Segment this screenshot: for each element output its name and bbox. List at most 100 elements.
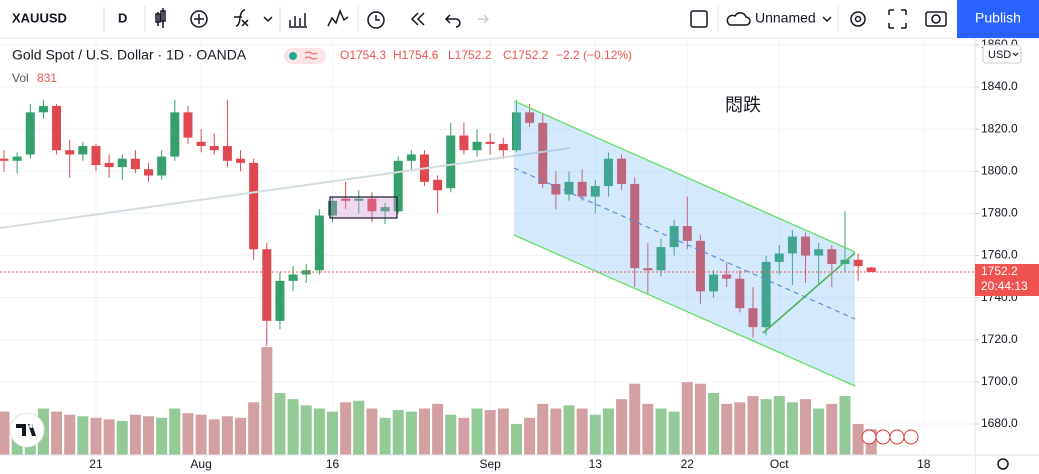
volume-bar [77, 416, 89, 455]
events[interactable] [861, 429, 919, 445]
currency[interactable]: USD [988, 49, 1011, 61]
replay-icon[interactable] [410, 12, 425, 26]
volume-bar [616, 399, 628, 455]
last-price: 1752.2 [981, 264, 1018, 278]
chart-type-icon[interactable] [155, 8, 166, 28]
event-flag[interactable] [903, 429, 919, 445]
annotation[interactable]: 悶跌 [725, 95, 761, 115]
y-tick-label: 1760.0 [981, 248, 1018, 262]
y-tick-label: 1680.0 [981, 416, 1018, 430]
candle-body [91, 146, 101, 165]
candle-body [78, 146, 88, 155]
volume-bar [221, 416, 233, 455]
volume-bar [839, 396, 851, 455]
fullscreen-icon[interactable] [888, 9, 907, 29]
channel-fill[interactable] [514, 101, 855, 386]
rectangle-drawing[interactable] [329, 196, 398, 219]
candle-body [511, 112, 521, 151]
settings-icon[interactable] [997, 458, 1009, 470]
candle-body [341, 198, 351, 201]
redo-icon[interactable] [478, 14, 490, 24]
volume-bar [629, 383, 641, 455]
publish-button[interactable] [957, 0, 1039, 38]
candle-body [196, 141, 206, 147]
x-tick-label: 16 [326, 457, 340, 471]
volume-bar [129, 414, 141, 455]
undo-icon[interactable] [444, 14, 461, 28]
alert-icon[interactable] [367, 11, 385, 29]
y-tick-label: 1700.0 [981, 374, 1018, 388]
channel-top[interactable] [513, 100, 856, 253]
channel-bottom[interactable] [513, 234, 856, 387]
snapshot-icon[interactable] [925, 11, 947, 27]
candle-body [801, 236, 811, 256]
event-flag[interactable] [875, 429, 891, 445]
channel-middle[interactable] [513, 167, 856, 320]
volume-bar [432, 403, 444, 455]
candle-body [853, 259, 863, 267]
trend-line[interactable] [0, 147, 571, 229]
volume-label: Vol [12, 71, 29, 85]
volume-bar [760, 399, 772, 455]
legend-low: L1752.2 [448, 48, 492, 62]
logo[interactable] [9, 412, 45, 448]
x-tick-label: 21 [89, 457, 103, 471]
legend-open: O1754.3 [340, 48, 386, 62]
layout-name[interactable]: Unnamed [755, 10, 816, 26]
event-flag[interactable] [861, 429, 877, 445]
candle-body [446, 135, 456, 189]
volume-bar [721, 403, 733, 455]
settings-icon[interactable] [850, 11, 866, 27]
fullscreen-toggle[interactable] [690, 10, 708, 28]
volume-bar [313, 408, 325, 455]
drawings: 悶跌 [0, 95, 856, 387]
volume-bar [90, 417, 102, 455]
candle-body [314, 215, 324, 271]
volume-bar [773, 396, 785, 455]
candle-body [157, 156, 167, 176]
currency-button[interactable] [982, 44, 1022, 64]
compare-icon[interactable] [327, 8, 349, 27]
volume-bar [708, 393, 720, 455]
volume-bar [524, 417, 536, 455]
x-tick-label: 22 [681, 457, 695, 471]
volume-bar [248, 402, 260, 455]
candle-body [406, 154, 416, 161]
legend-high: H1754.6 [393, 48, 439, 62]
volume-bar [379, 417, 391, 455]
candle-body [12, 156, 22, 161]
templates-icon[interactable] [289, 13, 307, 28]
dropdown-arrow[interactable] [822, 16, 832, 23]
logo-mark [16, 424, 36, 436]
dropdown-arrow[interactable] [263, 16, 273, 23]
trend-line[interactable] [762, 252, 856, 334]
volume-bar [747, 396, 759, 455]
status-badge[interactable] [284, 48, 326, 64]
candle-body [170, 112, 180, 157]
symbol[interactable]: XAUUSD [12, 10, 67, 25]
legend-close: C1752.2 [503, 48, 549, 62]
volume-bar [471, 408, 483, 455]
grid [0, 38, 975, 455]
candle-body [498, 143, 508, 151]
volume-bar [300, 405, 312, 455]
publish-label[interactable]: Publish [975, 10, 1021, 26]
candle-body [643, 268, 653, 271]
dropdown-arrow [1012, 52, 1019, 57]
candle-body [682, 226, 692, 241]
interval[interactable]: D [118, 10, 127, 25]
volume-bar [642, 403, 654, 455]
volume-bar [156, 417, 168, 455]
time-axis: 21 Aug 16 Sep 13 22 Oct 18 [89, 457, 930, 471]
volume-bar [195, 414, 207, 455]
indicator-icon[interactable] [190, 10, 208, 28]
candle-body [603, 158, 613, 187]
event-flag[interactable] [889, 429, 905, 445]
volume-bar [182, 413, 194, 455]
candle-body [669, 226, 679, 248]
fx-icon[interactable] [234, 9, 249, 27]
x-tick-label: 18 [917, 457, 931, 471]
volume-value: 831 [37, 71, 57, 85]
cloud-icon[interactable] [726, 12, 751, 26]
candle-body [551, 183, 561, 195]
